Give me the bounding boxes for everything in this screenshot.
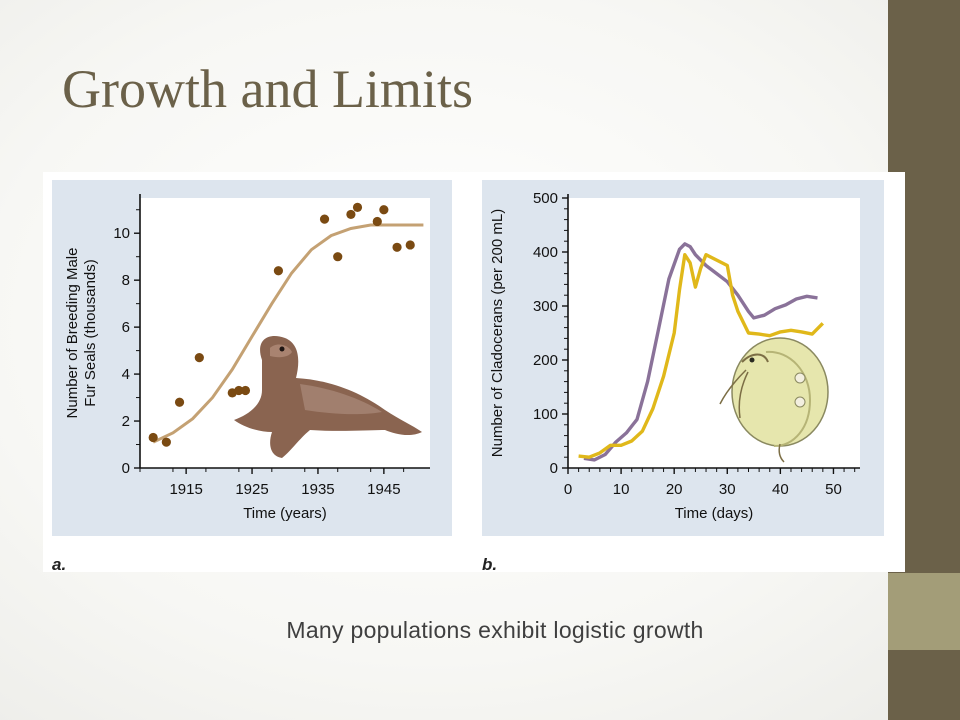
panel-a-data-point [405,240,415,250]
panel-a-data-point [273,266,284,276]
panel-a-x-axis-label: Time (years) [243,505,327,522]
panel-b-x-tick-label: 30 [719,481,736,498]
panel-a-data-point [392,242,402,252]
panel-a-data-point [346,209,356,220]
panel-a-label: a. [52,555,66,574]
panel-b-series-line [578,253,825,459]
panel-b-y-tick-label: 400 [533,244,558,261]
panel-a-data-point [333,252,343,262]
panel-a-data-point [352,202,363,212]
panel-a-x-tick-label: 1945 [367,481,400,498]
panel-a-data-point [148,432,158,443]
panel-b-y-tick-label: 300 [533,298,558,315]
panel-a-data-point [372,216,382,227]
slide-caption: Many populations exhibit logistic growth [286,617,704,643]
panel-b-x-tick-label: 10 [613,481,630,498]
panel-b-y-tick-label: 200 [533,352,558,369]
panel-b-y-axis-label: Number of Cladocerans (per 200 mL) [489,209,506,457]
panel-a-x-tick-label: 1915 [169,481,202,498]
panel-a-chart: 0 2 4 6 8 10 1915 1925 1935 1945 Time (years) Numbe… [64,194,430,522]
panel-a-y-axis-label: Fur Seals (thousands) [82,259,99,407]
panel-a-y-tick-label: 8 [122,272,130,289]
panel-a-data-point [234,385,244,396]
panel-b-x-tick-label: 40 [772,481,789,498]
panel-a-y-axis-label: Number of Breeding Male [64,248,81,419]
panel-b-y-tick-label: 500 [533,190,558,207]
panel-a-data-point [161,437,171,447]
panel-b-chart: 0 100 200 300 400 500 0 10 20 30 40 50 Time (days) Nu… [489,190,860,522]
panel-a-y-tick-label: 2 [122,413,130,430]
panel-a-data-point [379,205,389,215]
cladoceran-illustration [719,337,829,463]
slide-title: Growth and Limits [62,59,473,119]
panel-b-x-tick-label: 0 [564,481,572,498]
panel-b-x-tick-label: 20 [666,481,683,498]
panel-b-y-tick-label: 0 [550,460,558,477]
panel-b-label: b. [482,555,497,574]
panel-a-data-point [319,214,330,224]
panel-a-data-point [174,397,185,407]
panel-a-y-tick-label: 6 [122,319,130,336]
panel-a-logistic-curve [152,223,424,444]
panel-a-x-tick-label: 1925 [235,481,268,498]
panel-b-y-tick-label: 100 [533,406,558,423]
panel-a-y-tick-label: 10 [113,225,130,242]
panel-a-data-point [194,353,204,363]
panel-a-y-tick-label: 4 [122,366,130,383]
panel-b-series-line [583,242,818,462]
panel-a-x-tick-label: 1935 [301,481,334,498]
panel-a-y-tick-label: 0 [122,460,130,477]
sidebar-accent-block [888,573,960,650]
panel-b-x-axis-label: Time (days) [675,505,754,522]
fur-seal-illustration [234,336,422,458]
panel-b-x-tick-label: 50 [825,481,842,498]
panel-a-data-point [240,385,251,396]
